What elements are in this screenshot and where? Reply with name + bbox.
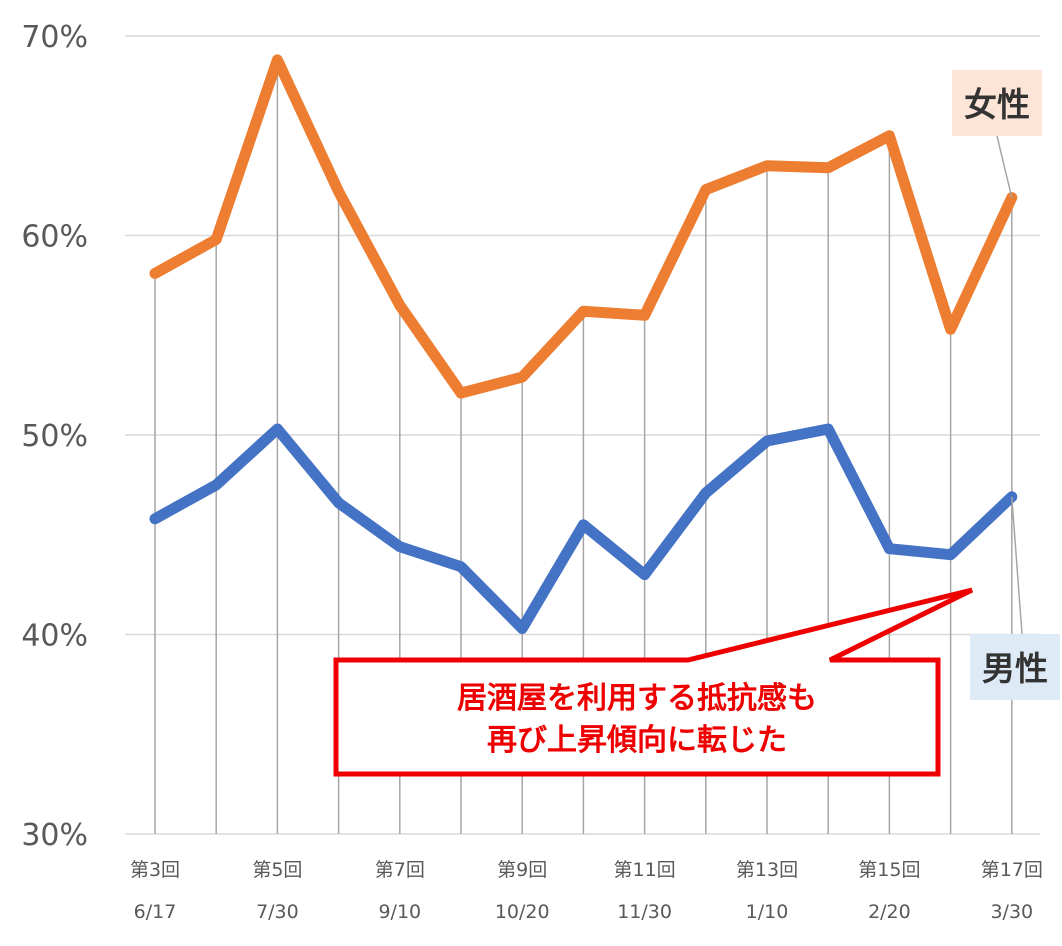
x-tick-label: 第17回 xyxy=(981,859,1043,881)
y-tick-label: 50% xyxy=(21,419,88,454)
legend-female: 女性 xyxy=(952,70,1042,198)
x-tick-label: 第5回 xyxy=(252,859,302,881)
x-tick-label: 第3回 xyxy=(130,859,180,881)
y-tick-label: 30% xyxy=(21,818,88,853)
x-tick-date: 1/10 xyxy=(746,901,789,923)
x-tick-label: 第13回 xyxy=(736,859,798,881)
series-male-line xyxy=(149,423,1018,634)
y-tick-label: 70% xyxy=(21,20,88,55)
legend-male: 男性 xyxy=(970,496,1060,700)
legend-male-background xyxy=(970,634,1060,700)
callout-line-2: 再び上昇傾向に転じた xyxy=(487,723,787,758)
x-tick-date: 3/30 xyxy=(990,901,1033,923)
y-tick-label: 40% xyxy=(21,619,88,654)
x-tick-date: 9/10 xyxy=(378,901,421,923)
callout-box xyxy=(333,587,974,777)
y-axis: 30% 40% 50% 60% 70% xyxy=(21,20,88,853)
x-axis: 第3回 6/17 第5回 7/30 第7回 9/10 第9回 10/20 第11回 11/30 第1… xyxy=(130,859,1043,923)
series-lines xyxy=(149,54,1018,634)
x-tick-date: 7/30 xyxy=(256,901,299,923)
legend-male-label: 男性 xyxy=(982,649,1048,688)
x-tick-label: 第15回 xyxy=(858,859,920,881)
x-tick-label: 第7回 xyxy=(375,859,425,881)
x-tick-date: 2/20 xyxy=(868,901,911,923)
legend-female-leader xyxy=(996,135,1013,198)
callout-line-1: 居酒屋を利用する抵抗感も xyxy=(457,681,817,716)
y-tick-label: 60% xyxy=(21,220,88,255)
legend-female-label: 女性 xyxy=(964,85,1030,124)
x-tick-date: 10/20 xyxy=(495,901,550,923)
series-female-line xyxy=(149,54,1018,399)
legend-male-leader xyxy=(1011,496,1023,635)
x-tick-label: 第9回 xyxy=(497,859,547,881)
x-tick-label: 第11回 xyxy=(614,859,676,881)
legend-female-background xyxy=(952,70,1042,136)
x-tick-date: 11/30 xyxy=(617,901,672,923)
callout: 居酒屋を利用する抵抗感も 再び上昇傾向に転じた xyxy=(333,587,974,777)
x-tick-date: 6/17 xyxy=(134,901,177,923)
